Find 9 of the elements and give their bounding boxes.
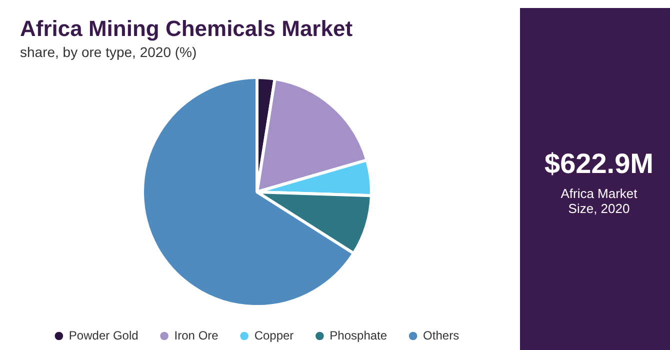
legend-label: Powder Gold	[68, 328, 138, 342]
legend-label: Others	[423, 328, 460, 342]
legend-label: Iron Ore	[174, 328, 219, 342]
chart-subtitle: share, by ore type, 2020 (%)	[20, 44, 197, 60]
text: $622.9M	[544, 148, 654, 180]
legend-label: Phosphate	[330, 328, 388, 342]
text: Africa Market Size, 2020	[560, 186, 638, 216]
chart-title: Africa Mining Chemicals Market	[20, 16, 353, 42]
legend-label: Copper	[254, 328, 294, 342]
